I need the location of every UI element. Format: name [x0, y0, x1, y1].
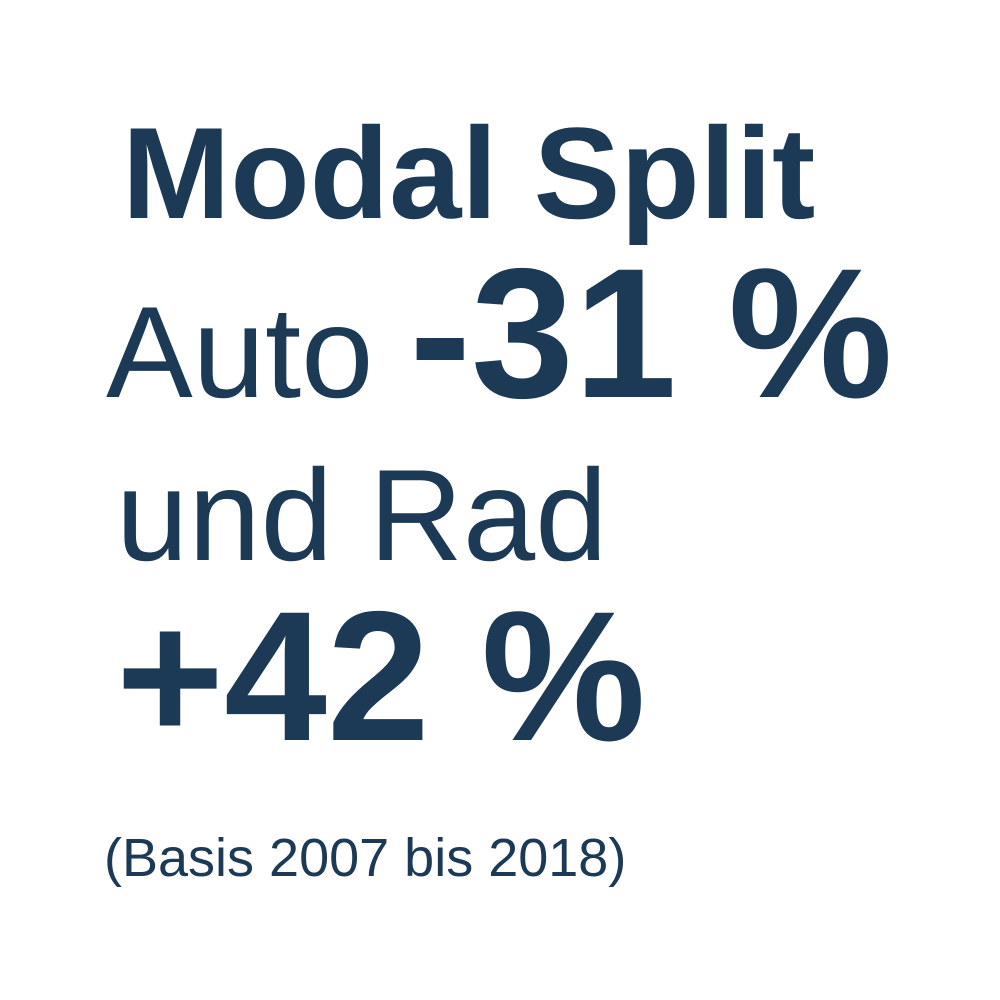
infographic-title: Modal Split	[122, 100, 816, 246]
auto-mode-label: Auto	[106, 279, 374, 425]
rad-mode-label: und Rad	[116, 442, 608, 588]
auto-change-value: -31 %	[409, 231, 893, 437]
rad-change-value: +42 %	[116, 574, 646, 780]
basis-footnote: (Basis 2007 bis 2018)	[104, 828, 627, 888]
auto-stat-line: Auto -31 %	[106, 242, 893, 427]
